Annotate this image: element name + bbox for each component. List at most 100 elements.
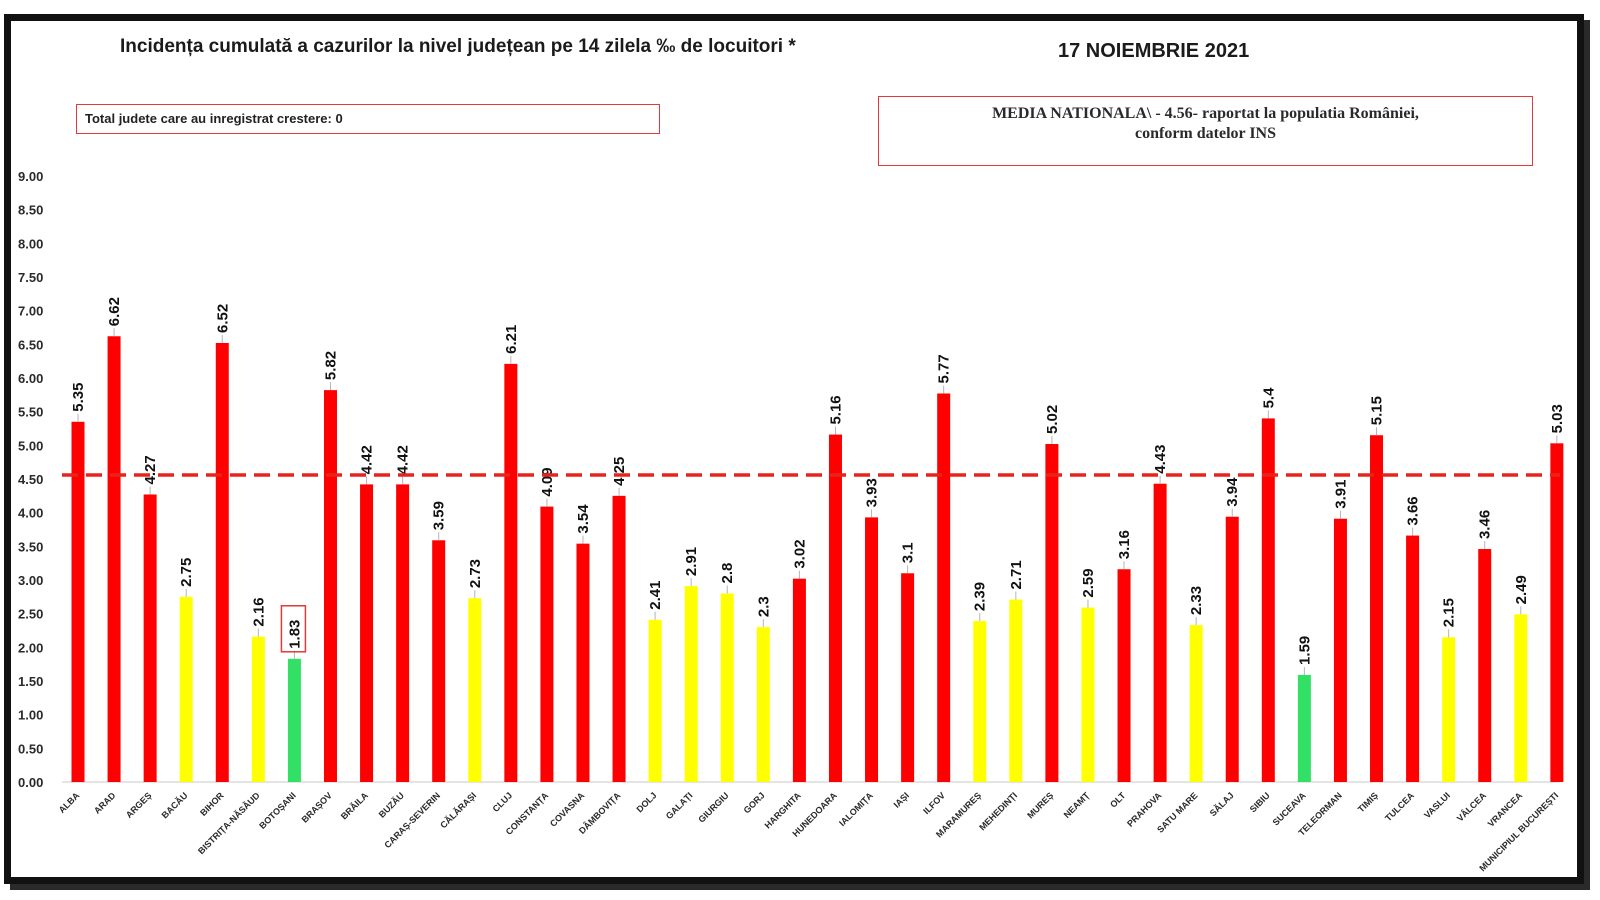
category-label: GIURGIU <box>696 790 730 824</box>
value-label: 3.66 <box>1405 496 1422 525</box>
value-label: 2.59 <box>1080 568 1097 597</box>
bar <box>684 586 698 782</box>
bar <box>1225 516 1239 782</box>
bar <box>828 434 842 782</box>
value-label: 6.52 <box>214 304 231 333</box>
category-label: ARAD <box>92 790 118 816</box>
category-label: BIHOR <box>198 790 226 818</box>
bar <box>251 636 265 782</box>
category-label: NEAMȚ <box>1062 790 1092 820</box>
bar <box>756 627 770 782</box>
category-label: BOTOȘANI <box>257 790 298 831</box>
value-label: 3.02 <box>791 539 808 568</box>
value-label: 2.33 <box>1188 586 1205 615</box>
value-label: 5.82 <box>322 351 339 380</box>
category-label: BUZĂU <box>377 790 406 819</box>
category-label: PRAHOVA <box>1125 790 1164 829</box>
value-label: 5.03 <box>1549 404 1566 433</box>
category-label: VRANCEA <box>1486 790 1525 829</box>
bar <box>287 658 301 782</box>
value-label: 4.27 <box>142 455 159 484</box>
category-label: BRĂILA <box>339 790 370 821</box>
value-label: 2.16 <box>250 597 267 626</box>
value-label: 3.59 <box>431 501 448 530</box>
value-label: 4.43 <box>1152 445 1169 474</box>
y-tick-label: 6.50 <box>18 337 43 352</box>
y-tick-label: 8.00 <box>18 236 43 251</box>
category-label: COVASNA <box>548 790 587 829</box>
bar <box>1550 443 1564 782</box>
y-tick-label: 1.00 <box>18 708 43 723</box>
y-tick-label: 4.00 <box>18 506 43 521</box>
value-label: 2.71 <box>1008 560 1025 589</box>
category-label: MUREȘ <box>1025 790 1055 820</box>
value-label: 3.16 <box>1116 530 1133 559</box>
value-label: 2.39 <box>972 582 989 611</box>
y-tick-label: 2.00 <box>18 640 43 655</box>
value-label: 2.91 <box>683 547 700 576</box>
category-label: IALOMIȚA <box>837 790 875 828</box>
category-label: GALAȚI <box>664 790 695 821</box>
bar <box>937 393 951 782</box>
value-label: 2.75 <box>178 558 195 587</box>
category-label: BISTRIȚA-NĂSĂUD <box>196 790 262 856</box>
bar <box>396 484 410 782</box>
bar <box>468 598 482 782</box>
value-label: 3.91 <box>1332 480 1349 509</box>
value-label: 6.62 <box>106 297 123 326</box>
y-tick-label: 9.00 <box>18 169 43 184</box>
value-label: 4.25 <box>611 457 628 486</box>
value-label: 3.54 <box>575 504 592 534</box>
bar <box>504 363 518 782</box>
value-label: 5.15 <box>1369 396 1386 425</box>
bar <box>1153 483 1167 782</box>
bar <box>973 621 987 782</box>
national-average-line1: MEDIA NATIONALA\ - 4.56- raportat la pop… <box>992 105 1419 122</box>
bar <box>1045 443 1059 782</box>
value-label: 4.42 <box>395 445 412 474</box>
category-label: BACĂU <box>160 790 190 820</box>
chart-title: Incidența cumulată a cazurilor la nivel … <box>120 36 796 57</box>
value-label: 2.49 <box>1513 575 1530 604</box>
y-tick-label: 3.00 <box>18 573 43 588</box>
category-label: SIBIU <box>1248 790 1272 814</box>
value-label: 5.35 <box>70 383 87 412</box>
highlight-box <box>280 605 307 653</box>
value-label: 2.3 <box>755 596 772 617</box>
bar <box>865 517 879 782</box>
bar <box>215 342 229 782</box>
bar <box>1081 607 1095 782</box>
value-label: 1.83 <box>286 620 303 649</box>
bar <box>360 484 374 782</box>
national-average-box: MEDIA NATIONALA\ - 4.56- raportat la pop… <box>878 96 1533 166</box>
category-label: CĂLĂRAȘI <box>438 790 478 830</box>
bar <box>179 596 193 782</box>
value-label: 4.09 <box>539 467 556 496</box>
category-label: IAȘI <box>892 790 911 809</box>
value-label: 3.93 <box>864 478 881 507</box>
increase-note-box: Total judete care au inregistrat crester… <box>76 104 660 134</box>
category-label: TULCEA <box>1383 790 1416 823</box>
y-tick-label: 5.50 <box>18 405 43 420</box>
y-tick-label: 0.00 <box>18 775 43 790</box>
value-label: 2.8 <box>719 563 736 584</box>
category-label: DOLJ <box>634 790 658 814</box>
chart-date: 17 NOIEMBRIE 2021 <box>1058 40 1250 62</box>
value-label: 2.73 <box>467 559 484 588</box>
value-label: 2.15 <box>1441 598 1458 627</box>
category-label: GORJ <box>742 790 767 815</box>
bar <box>1189 625 1203 782</box>
value-label: 5.4 <box>1260 387 1277 409</box>
value-label: 4.42 <box>359 445 376 474</box>
bar <box>323 390 337 782</box>
bar <box>1333 518 1347 782</box>
bar <box>1117 569 1131 782</box>
bar <box>648 619 662 782</box>
category-label: MEHEDINȚI <box>977 790 1019 832</box>
y-tick-label: 2.50 <box>18 607 43 622</box>
y-tick-label: 7.00 <box>18 304 43 319</box>
y-tick-label: 7.50 <box>18 270 43 285</box>
y-tick-label: 1.50 <box>18 674 43 689</box>
bar <box>1442 637 1456 782</box>
